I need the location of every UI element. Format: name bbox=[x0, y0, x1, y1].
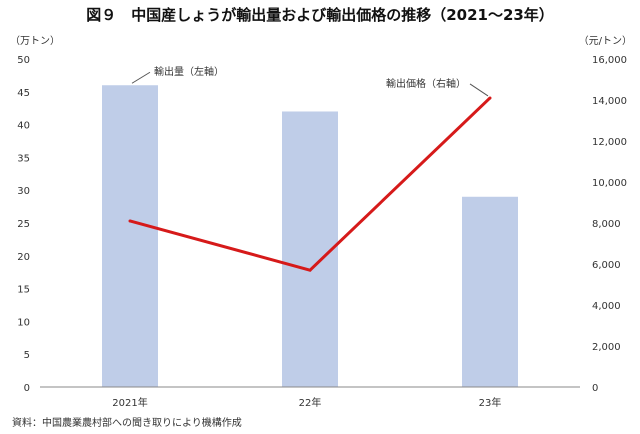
right-axis-tick-label: 6,000 bbox=[592, 260, 621, 271]
right-axis-tick-label: 14,000 bbox=[592, 96, 627, 107]
left-axis-tick-label: 40 bbox=[17, 121, 30, 132]
left-axis-tick-label: 0 bbox=[24, 383, 30, 394]
left-axis-tick-label: 45 bbox=[17, 88, 30, 99]
right-axis-unit: （元/トン） bbox=[578, 36, 632, 47]
right-axis-tick-label: 10,000 bbox=[592, 178, 627, 189]
right-axis-tick-label: 2,000 bbox=[592, 342, 621, 353]
right-axis-tick-label: 16,000 bbox=[592, 55, 627, 66]
left-axis-tick-label: 50 bbox=[17, 55, 30, 66]
callout-label-price: 輸出価格（右軸） bbox=[386, 77, 466, 90]
left-axis-tick-label: 10 bbox=[17, 317, 30, 328]
left-axis-tick-label: 30 bbox=[17, 186, 30, 197]
line-point-export-price bbox=[128, 219, 132, 223]
bar-export-volume bbox=[102, 85, 158, 388]
line-point-export-price bbox=[308, 268, 312, 272]
source-note: 資料：中国農業農村部への聞き取りにより機構作成 bbox=[12, 418, 242, 429]
right-axis-tick-label: 8,000 bbox=[592, 219, 621, 230]
chart-title: 図９ 中国産しょうが輸出量および輸出価格の推移（2021～23年） bbox=[86, 6, 554, 24]
callout-leader-volume bbox=[131, 71, 151, 84]
bar-export-volume bbox=[462, 196, 518, 387]
left-axis-tick-label: 25 bbox=[17, 219, 30, 230]
x-axis-category-label: 23年 bbox=[479, 396, 502, 409]
left-axis-tick-label: 20 bbox=[17, 252, 30, 263]
left-axis-tick-label: 35 bbox=[17, 153, 30, 164]
callout-leader-price bbox=[469, 83, 489, 97]
right-axis-tick-label: 12,000 bbox=[592, 137, 627, 148]
right-axis-tick-label: 0 bbox=[592, 383, 598, 394]
callout-label-volume: 輸出量（左軸） bbox=[154, 65, 224, 78]
left-axis-tick-label: 15 bbox=[17, 285, 30, 296]
x-axis-category-label: 22年 bbox=[299, 396, 322, 409]
left-axis-tick-label: 5 bbox=[24, 350, 30, 361]
x-axis-category-label: 2021年 bbox=[112, 396, 147, 409]
right-axis-tick-label: 4,000 bbox=[592, 301, 621, 312]
bar-export-volume bbox=[282, 111, 338, 387]
line-point-export-price bbox=[488, 96, 492, 100]
left-axis-unit: （万トン） bbox=[10, 36, 60, 47]
